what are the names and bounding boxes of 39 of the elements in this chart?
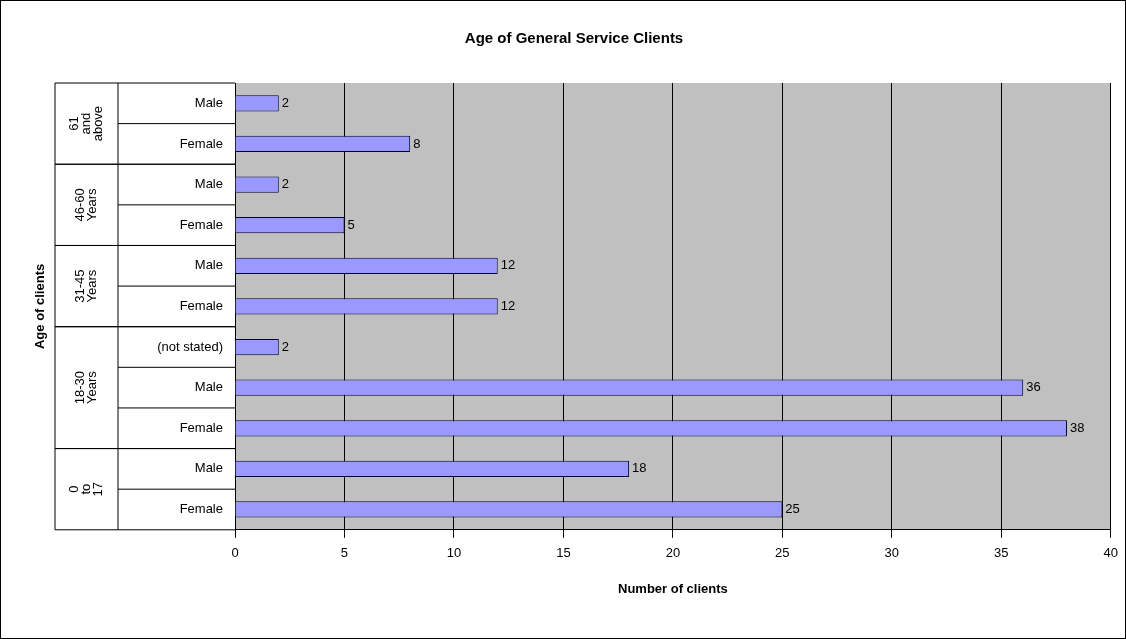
x-tick-label: 40 bbox=[1103, 545, 1118, 561]
data-label: 38 bbox=[1069, 419, 1085, 435]
y-tick-label: Male bbox=[194, 379, 223, 395]
data-label: 12 bbox=[500, 297, 516, 313]
x-axis-title: Number of clients bbox=[617, 580, 728, 596]
text: 31-45 Years bbox=[72, 269, 100, 303]
y-tick-label: Male bbox=[194, 176, 223, 192]
y-tick-label: Female bbox=[179, 297, 223, 313]
text: 61 and above bbox=[66, 105, 106, 142]
y-tick-label: Male bbox=[194, 257, 223, 273]
data-label: 12 bbox=[500, 257, 516, 273]
y-tick-label: (not stated) bbox=[157, 338, 223, 354]
y-tick-label: Female bbox=[179, 135, 223, 151]
y-tick-label: Male bbox=[194, 94, 223, 110]
data-label: 8 bbox=[413, 135, 421, 151]
text: 18-30 Years bbox=[72, 370, 100, 405]
x-tick-label: 30 bbox=[884, 545, 900, 561]
data-label: 36 bbox=[1026, 379, 1041, 395]
chart-title: Age of General Service Clients bbox=[464, 29, 684, 47]
data-label: 2 bbox=[281, 176, 290, 192]
x-tick-label: 15 bbox=[556, 545, 571, 561]
text: 0 to 17 bbox=[66, 481, 106, 497]
y-tick-label: Female bbox=[179, 419, 223, 435]
y-tick-label: Male bbox=[194, 460, 223, 476]
x-tick-label: 35 bbox=[994, 545, 1009, 561]
text: 46-60 Years bbox=[72, 187, 100, 222]
data-label: 25 bbox=[785, 501, 800, 517]
x-tick-label: 5 bbox=[340, 545, 349, 561]
x-tick-label: 20 bbox=[665, 545, 681, 561]
y-tick-label: Female bbox=[179, 216, 223, 232]
y-tick-label: Female bbox=[179, 501, 223, 517]
x-tick-label: 25 bbox=[775, 545, 790, 561]
x-tick-label: 10 bbox=[446, 545, 462, 561]
text: Age of clients bbox=[31, 263, 47, 350]
data-label: 2 bbox=[281, 94, 290, 110]
data-label: 18 bbox=[632, 460, 647, 476]
data-label: 2 bbox=[281, 338, 290, 354]
data-label: 5 bbox=[347, 216, 355, 232]
x-tick-label: 0 bbox=[231, 545, 239, 561]
